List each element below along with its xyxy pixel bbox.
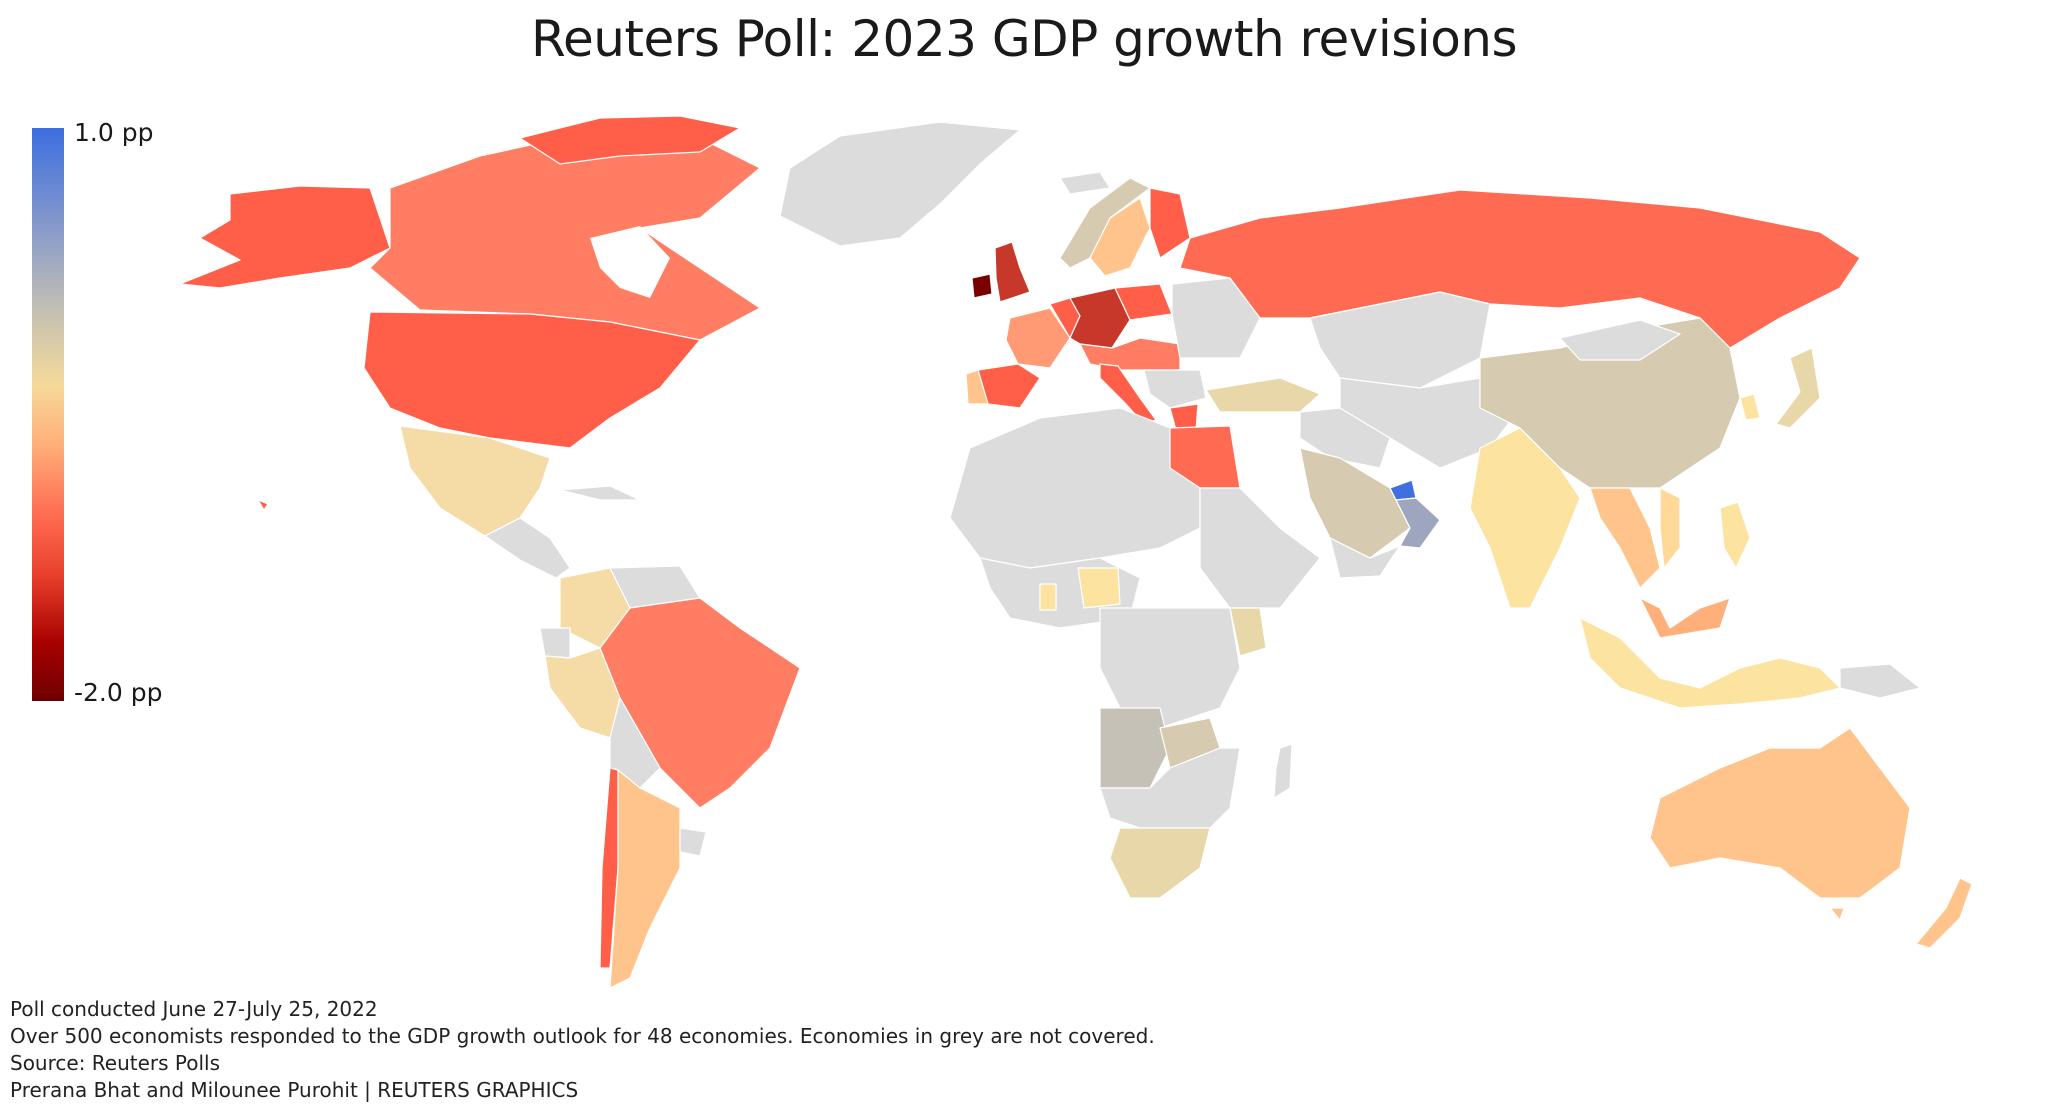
bolivia-paraguay[interactable] bbox=[609, 697, 661, 789]
greece[interactable] bbox=[1169, 403, 1199, 431]
uruguay[interactable] bbox=[679, 827, 707, 857]
korea[interactable] bbox=[1739, 393, 1761, 421]
north-africa[interactable] bbox=[949, 407, 1201, 569]
philippines[interactable] bbox=[1719, 501, 1751, 569]
malaysia[interactable] bbox=[1639, 597, 1731, 639]
saudi-arabia[interactable] bbox=[1299, 447, 1411, 559]
norway[interactable] bbox=[1059, 177, 1151, 269]
tasmania[interactable] bbox=[1829, 907, 1845, 921]
turkey[interactable] bbox=[1205, 377, 1321, 413]
cuba[interactable] bbox=[559, 485, 641, 501]
greenland[interactable] bbox=[779, 121, 1021, 247]
papua-new-guinea[interactable] bbox=[1839, 663, 1921, 699]
hawaii[interactable] bbox=[257, 499, 269, 511]
sudan-ethiopia[interactable] bbox=[1199, 487, 1321, 609]
yemen[interactable] bbox=[1329, 537, 1401, 579]
southern-africa[interactable] bbox=[1099, 747, 1241, 829]
central-africa[interactable] bbox=[1099, 607, 1241, 729]
nigeria[interactable] bbox=[1077, 567, 1121, 609]
mongolia[interactable] bbox=[1559, 319, 1681, 361]
indonesia[interactable] bbox=[1579, 617, 1841, 709]
uae[interactable] bbox=[1389, 479, 1417, 501]
new-zealand[interactable] bbox=[1915, 877, 1973, 949]
brazil[interactable] bbox=[599, 597, 801, 809]
argentina[interactable] bbox=[609, 769, 681, 989]
vietnam[interactable] bbox=[1659, 487, 1681, 569]
portugal[interactable] bbox=[965, 369, 989, 405]
kenya[interactable] bbox=[1229, 607, 1267, 657]
canada-arctic-islands[interactable] bbox=[519, 115, 741, 165]
balkans[interactable] bbox=[1143, 369, 1207, 409]
south-africa[interactable] bbox=[1109, 827, 1211, 899]
poll-dates-note: Poll conducted June 27-July 25, 2022 bbox=[10, 997, 378, 1021]
source-note: Source: Reuters Polls bbox=[10, 1051, 221, 1075]
alaska[interactable] bbox=[179, 185, 391, 289]
central-america[interactable] bbox=[484, 517, 571, 579]
finland[interactable] bbox=[1149, 187, 1191, 259]
angola[interactable] bbox=[1099, 707, 1171, 789]
ghana[interactable] bbox=[1039, 583, 1057, 611]
credit-note: Prerana Bhat and Milounee Purohit | REUT… bbox=[10, 1078, 579, 1102]
oman[interactable] bbox=[1395, 497, 1441, 549]
madagascar[interactable] bbox=[1273, 743, 1293, 799]
legend-min-label: -2.0 pp bbox=[74, 678, 163, 707]
ecuador[interactable] bbox=[539, 627, 571, 659]
ireland[interactable] bbox=[971, 273, 993, 299]
hudson-bay bbox=[590, 226, 670, 298]
russia[interactable] bbox=[1179, 189, 1861, 349]
australia[interactable] bbox=[1649, 727, 1911, 899]
coverage-note: Over 500 economists responded to the GDP… bbox=[10, 1024, 1155, 1048]
world-map bbox=[179, 115, 1973, 989]
iceland[interactable] bbox=[1059, 171, 1111, 195]
chart-title: Reuters Poll: 2023 GDP growth revisions bbox=[530, 10, 1518, 68]
legend-max-label: 1.0 pp bbox=[74, 118, 154, 147]
japan[interactable] bbox=[1775, 347, 1821, 429]
usa[interactable] bbox=[363, 311, 701, 449]
united-kingdom[interactable] bbox=[994, 241, 1031, 303]
color-scale-legend bbox=[32, 128, 64, 701]
france[interactable] bbox=[1005, 307, 1071, 369]
footer-notes: Poll conducted June 27-July 25, 2022 Ove… bbox=[10, 996, 1155, 1104]
southeast-asia[interactable] bbox=[1589, 487, 1661, 589]
